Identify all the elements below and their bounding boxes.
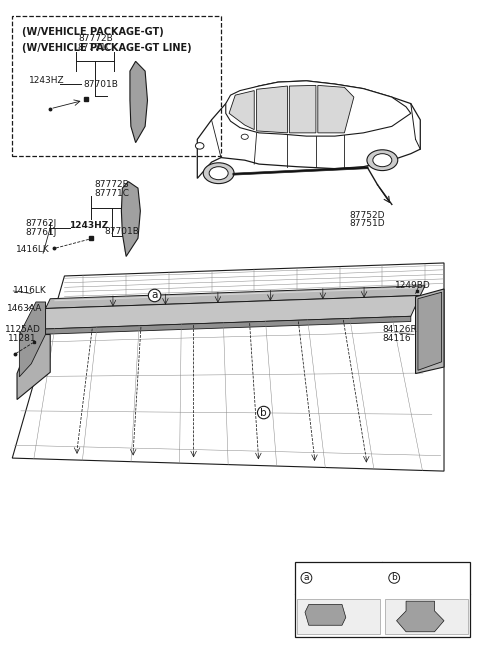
Polygon shape [318,85,354,133]
Text: 11281: 11281 [8,334,36,343]
Text: 87701B: 87701B [84,79,118,89]
Text: a: a [304,573,309,583]
Polygon shape [416,289,444,373]
Text: 87751D: 87751D [349,219,385,228]
Polygon shape [257,86,288,133]
Text: a: a [151,291,158,300]
Polygon shape [226,81,411,136]
Polygon shape [36,316,411,335]
Text: 87701B: 87701B [105,227,140,236]
Ellipse shape [367,150,398,171]
Text: 84126R: 84126R [383,325,417,334]
Polygon shape [130,61,147,142]
Polygon shape [396,601,444,632]
Text: 1243HZ: 1243HZ [29,76,64,85]
Text: 87771C: 87771C [78,43,113,52]
Polygon shape [17,302,50,400]
Ellipse shape [241,134,248,139]
Ellipse shape [209,167,228,180]
Text: 1416LK: 1416LK [16,245,50,254]
Text: b: b [261,407,267,418]
Polygon shape [12,263,444,471]
Polygon shape [233,167,368,175]
Polygon shape [289,85,316,133]
Polygon shape [197,81,420,178]
Text: 1243HZ: 1243HZ [69,220,108,230]
Polygon shape [46,286,425,308]
Polygon shape [19,302,46,377]
Text: 87752D: 87752D [349,211,384,220]
Polygon shape [229,91,254,130]
Text: 1416LK: 1416LK [13,286,47,295]
Text: 87786: 87786 [313,573,342,583]
Text: 84116: 84116 [383,334,411,343]
Text: (W/VEHICLE PACKAGE-GT): (W/VEHICLE PACKAGE-GT) [22,28,164,37]
Polygon shape [36,295,420,329]
Text: 1463AA: 1463AA [7,304,42,313]
FancyBboxPatch shape [297,599,380,634]
Text: 87750: 87750 [401,573,430,583]
Text: 87772B: 87772B [95,180,129,189]
Polygon shape [121,182,140,256]
Text: 1249BD: 1249BD [395,281,431,290]
Ellipse shape [203,163,234,184]
Text: 87772B: 87772B [78,34,113,43]
Text: b: b [391,573,397,583]
Ellipse shape [373,154,392,167]
FancyBboxPatch shape [384,599,468,634]
Text: 87762J: 87762J [25,219,57,228]
FancyBboxPatch shape [295,562,470,637]
Polygon shape [418,292,442,370]
Polygon shape [305,604,346,625]
Text: 87771C: 87771C [95,189,130,198]
Text: (W/VEHICLE PACKAGE-GT LINE): (W/VEHICLE PACKAGE-GT LINE) [22,43,192,53]
Text: 87761J: 87761J [25,228,57,237]
Ellipse shape [195,142,204,149]
Text: 1125AD: 1125AD [5,325,41,334]
